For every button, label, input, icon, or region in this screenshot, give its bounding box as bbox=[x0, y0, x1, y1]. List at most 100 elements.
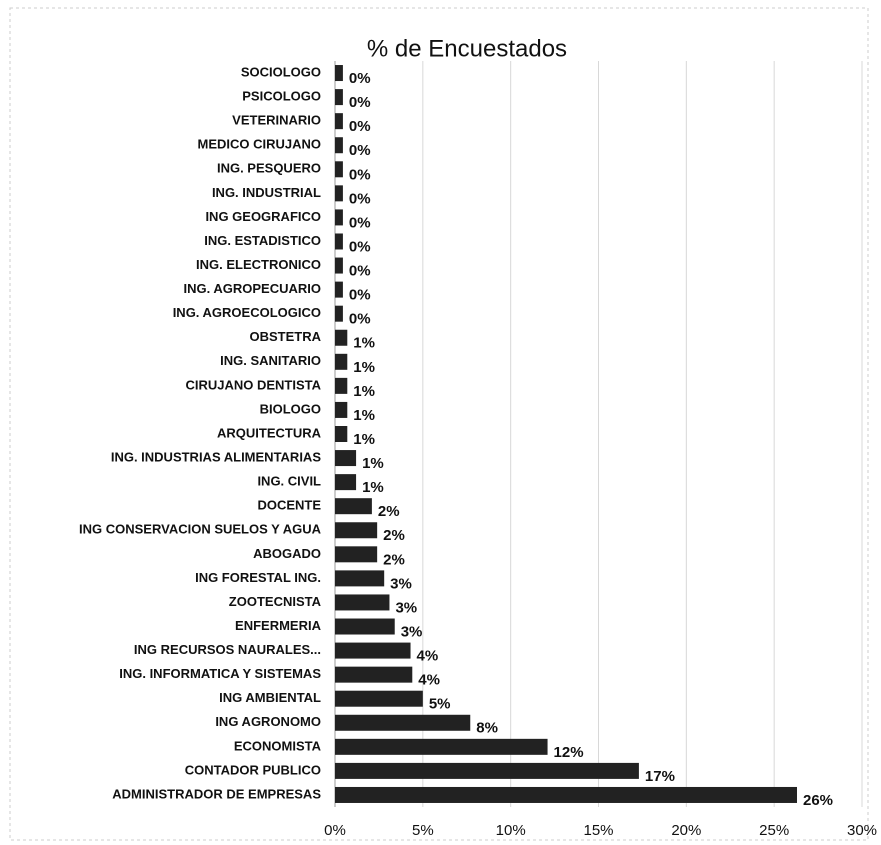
y-tick-label: ING. INDUSTRIAL bbox=[212, 185, 321, 200]
bar bbox=[335, 65, 343, 82]
value-label: 0% bbox=[349, 166, 371, 183]
y-tick-label: ENFERMERIA bbox=[235, 618, 322, 633]
value-label: 5% bbox=[429, 696, 451, 713]
bar bbox=[335, 738, 548, 755]
bar bbox=[335, 353, 348, 370]
value-label: 1% bbox=[353, 431, 375, 448]
y-tick-label: CONTADOR PUBLICO bbox=[185, 762, 321, 777]
bar bbox=[335, 257, 343, 274]
y-tick-label: CIRUJANO DENTISTA bbox=[185, 377, 321, 392]
y-tick-label: ING AMBIENTAL bbox=[219, 690, 321, 705]
y-tick-label: ING. SANITARIO bbox=[220, 353, 321, 368]
x-tick-label: 0% bbox=[324, 822, 346, 839]
y-tick-label: ING CONSERVACION SUELOS Y AGUA bbox=[79, 522, 322, 537]
chart-title: % de Encuestados bbox=[367, 35, 567, 62]
bar bbox=[335, 305, 343, 322]
value-label: 3% bbox=[390, 575, 412, 592]
y-tick-label: ZOOTECNISTA bbox=[229, 594, 322, 609]
value-label: 0% bbox=[349, 214, 371, 231]
value-label: 4% bbox=[418, 672, 440, 689]
y-tick-label: ING. ELECTRONICO bbox=[196, 257, 321, 272]
value-label: 0% bbox=[349, 238, 371, 255]
value-label: 12% bbox=[554, 744, 584, 761]
y-tick-label: ING. INFORMATICA Y SISTEMAS bbox=[119, 666, 321, 681]
value-label: 0% bbox=[349, 70, 371, 87]
x-tick-label: 15% bbox=[583, 822, 613, 839]
value-label: 17% bbox=[645, 768, 675, 785]
bar bbox=[335, 233, 343, 250]
y-tick-label: ING FORESTAL ING. bbox=[195, 570, 321, 585]
y-tick-label: ING. AGROECOLOGICO bbox=[173, 305, 321, 320]
bar bbox=[335, 329, 348, 346]
value-label: 0% bbox=[349, 142, 371, 159]
x-tick-label: 20% bbox=[671, 822, 701, 839]
y-tick-label: ING. AGROPECUARIO bbox=[184, 281, 321, 296]
bar bbox=[335, 498, 372, 515]
y-tick-label: ING. INDUSTRIAS ALIMENTARIAS bbox=[111, 450, 321, 465]
value-label: 2% bbox=[378, 503, 400, 520]
bar bbox=[335, 546, 378, 563]
x-tick-label: 5% bbox=[412, 822, 434, 839]
value-label: 8% bbox=[476, 720, 498, 737]
value-label: 1% bbox=[353, 359, 375, 376]
y-tick-label: BIOLOGO bbox=[260, 401, 321, 416]
x-tick-label: 10% bbox=[496, 822, 526, 839]
bar bbox=[335, 450, 357, 467]
bar bbox=[335, 401, 348, 418]
value-label: 26% bbox=[803, 792, 833, 809]
bar bbox=[335, 570, 385, 587]
value-label: 0% bbox=[349, 118, 371, 135]
value-label: 0% bbox=[349, 287, 371, 304]
bar bbox=[335, 786, 798, 803]
y-tick-label: ING. ESTADISTICO bbox=[204, 233, 321, 248]
y-tick-label: ING. CIVIL bbox=[257, 474, 321, 489]
value-label: 1% bbox=[353, 383, 375, 400]
bar bbox=[335, 209, 343, 226]
y-tick-label: PSICOLOGO bbox=[242, 89, 321, 104]
value-label: 0% bbox=[349, 190, 371, 207]
y-tick-label: DOCENTE bbox=[257, 498, 321, 513]
bar bbox=[335, 714, 471, 731]
bar bbox=[335, 281, 343, 298]
y-tick-label: ING GEOGRAFICO bbox=[205, 209, 321, 224]
chart-border bbox=[9, 7, 869, 841]
value-label: 1% bbox=[353, 407, 375, 424]
value-label: 2% bbox=[383, 527, 405, 544]
bar bbox=[335, 474, 357, 491]
bar bbox=[335, 89, 343, 106]
y-tick-label: ING AGRONOMO bbox=[215, 714, 321, 729]
y-tick-label: ING RECURSOS NAURALES... bbox=[134, 642, 321, 657]
y-tick-label: ABOGADO bbox=[253, 546, 321, 561]
y-tick-label: VETERINARIO bbox=[232, 113, 321, 128]
bar bbox=[335, 137, 343, 154]
value-label: 0% bbox=[349, 94, 371, 111]
bar bbox=[335, 762, 639, 779]
value-label: 1% bbox=[362, 455, 384, 472]
bar bbox=[335, 426, 348, 442]
bar bbox=[335, 377, 348, 394]
y-tick-label: SOCIOLOGO bbox=[241, 64, 321, 79]
value-label: 1% bbox=[362, 479, 384, 496]
bar bbox=[335, 185, 343, 202]
y-tick-label: ING. PESQUERO bbox=[217, 161, 321, 176]
value-label: 2% bbox=[383, 551, 405, 568]
bar bbox=[335, 618, 395, 635]
bar bbox=[335, 161, 343, 178]
y-tick-label: ARQUITECTURA bbox=[217, 425, 322, 440]
x-tick-label: 25% bbox=[759, 822, 789, 839]
y-tick-label: MEDICO CIRUJANO bbox=[197, 137, 321, 152]
bar bbox=[335, 642, 411, 659]
value-label: 3% bbox=[401, 623, 423, 640]
bar bbox=[335, 666, 413, 683]
y-tick-label: ADMINISTRADOR DE EMPRESAS bbox=[112, 786, 321, 801]
bar bbox=[335, 522, 378, 539]
y-tick-label: ECONOMISTA bbox=[234, 738, 322, 753]
value-label: 0% bbox=[349, 311, 371, 328]
x-tick-label: 30% bbox=[847, 822, 877, 839]
value-label: 3% bbox=[395, 599, 417, 616]
value-label: 0% bbox=[349, 263, 371, 280]
bar bbox=[335, 690, 423, 707]
value-label: 1% bbox=[353, 335, 375, 352]
value-label: 4% bbox=[417, 648, 439, 665]
